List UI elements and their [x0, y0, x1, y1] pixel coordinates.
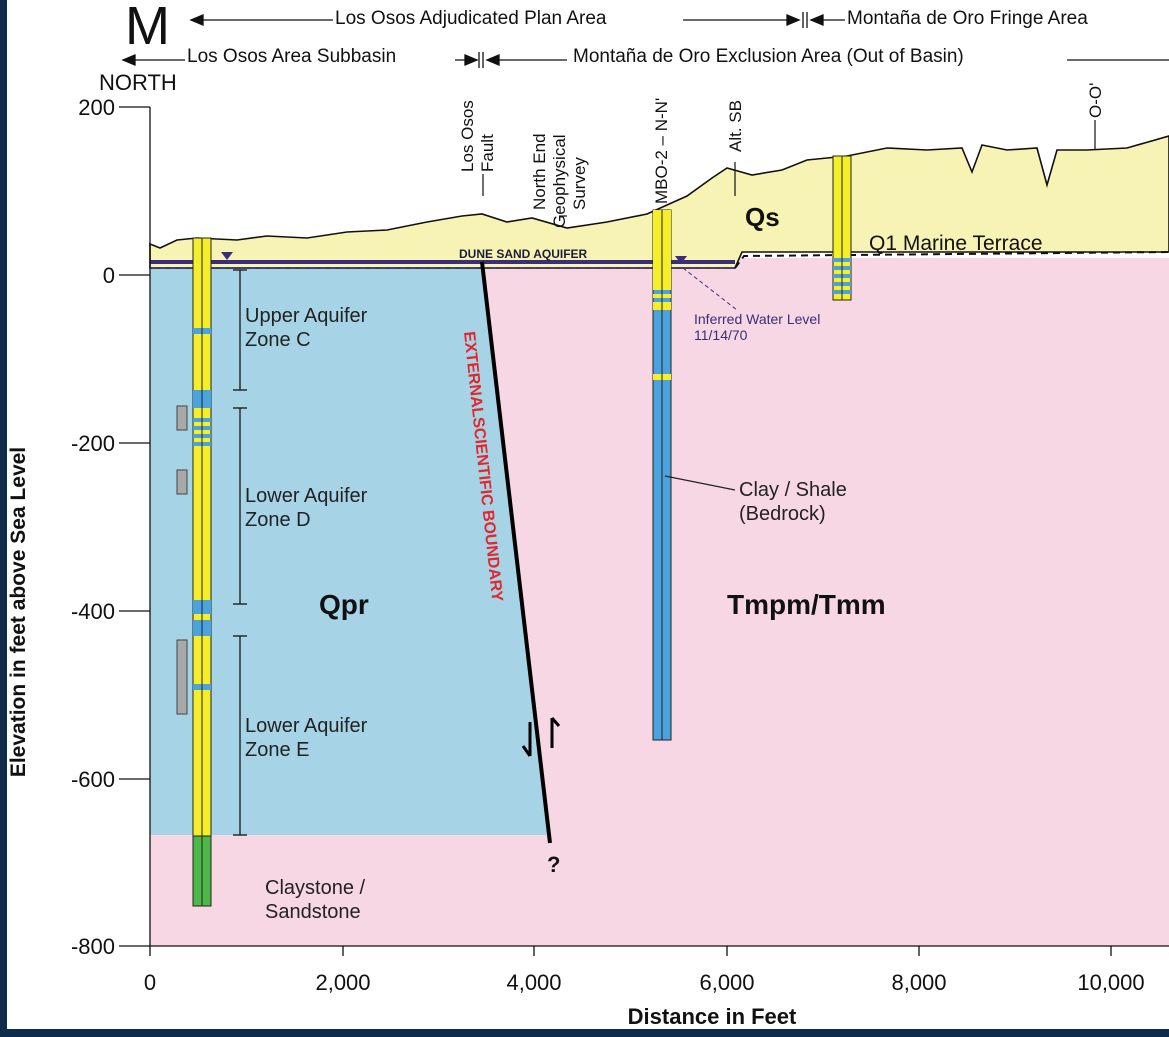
section-letter: M: [125, 0, 170, 56]
axis-lines: [119, 106, 1169, 956]
tmpm-label: Tmpm/Tmm: [727, 589, 886, 620]
dune-sand-label: DUNE SAND AQUIFER: [459, 247, 588, 261]
zone-c-label: Upper Aquifer: [245, 305, 368, 327]
los-osos-fault-line: [480, 261, 552, 844]
qs-label: Qs: [745, 202, 780, 232]
x-tick-label: 4,000: [506, 970, 561, 995]
fault-arrow-up: [550, 717, 561, 748]
los-osos-fault-label: Fault: [478, 134, 497, 172]
clay-shale-leader: [664, 475, 736, 491]
q1-terrace-label: Q1 Marine Terrace: [869, 232, 1043, 255]
zone-brackets: [233, 269, 247, 836]
screen-interval: [176, 469, 188, 495]
y-tick-label: 200: [78, 95, 115, 120]
header-label-bg: [845, 6, 1169, 28]
y-tick-label: -800: [71, 934, 115, 959]
fringe-area-label: Montaña de Oro Fringe Area: [847, 8, 1088, 29]
north-label: NORTH: [99, 70, 177, 95]
water-level-date: 11/14/70: [694, 327, 748, 343]
y-tick-label: -600: [71, 767, 115, 792]
y-tick-label: -400: [71, 599, 115, 624]
geophysical-survey-label: Survey: [570, 157, 589, 210]
unknown-extent-mark: ?: [547, 852, 560, 877]
header-label-bg: [333, 6, 683, 28]
cross-section-diagram: M Los Osos Adjudicated Plan Area Montaña…: [7, 0, 1169, 1029]
x-tick-label: 10,000: [1077, 970, 1144, 995]
x-tick-label: 8,000: [891, 970, 946, 995]
q1-terrace-base: [734, 251, 1169, 269]
water-level-leader: [682, 267, 738, 311]
exclusion-area-label: Montaña de Oro Exclusion Area (Out of Ba…: [573, 46, 964, 67]
x-tick-label: 6,000: [699, 970, 754, 995]
screen-interval: [176, 405, 188, 431]
y-axis-title: Elevation in feet above Sea Level: [7, 447, 30, 777]
screen-interval: [176, 639, 188, 715]
well-3: [832, 155, 852, 301]
zone-e-label: Zone E: [245, 739, 309, 761]
zone-e-label: Lower Aquifer: [245, 715, 368, 737]
qpr-unit: [150, 268, 549, 835]
claystone-label: Claystone /: [265, 877, 365, 899]
well-2: [652, 209, 672, 741]
water-level-label: Inferred Water Level: [694, 311, 820, 327]
clay-shale-label: Clay / Shale: [739, 479, 847, 501]
x-axis-title: Distance in Feet: [628, 1004, 797, 1029]
adjudicated-area-label: Los Osos Adjudicated Plan Area: [335, 8, 607, 29]
oo-label: O-O': [1086, 83, 1105, 118]
mbo-well-label: MBO-2 – N-N': [652, 98, 671, 204]
header-label-bg: [567, 44, 1067, 66]
zone-d-label: Zone D: [245, 509, 311, 531]
y-tick-label: 0: [103, 263, 115, 288]
zone-c-label: Zone C: [245, 329, 311, 351]
header-label-bg: [185, 44, 455, 66]
geophysical-survey-label: Geophysical: [550, 134, 569, 228]
well-1: [192, 237, 212, 907]
fault-arrow-down: [521, 722, 532, 757]
x-tick-label: 0: [144, 970, 156, 995]
subbasin-label: Los Osos Area Subbasin: [187, 46, 396, 67]
alt-sb-label: Alt. SB: [726, 100, 745, 152]
water-level-marker: [221, 252, 233, 260]
qs-unit: [149, 135, 1169, 269]
y-tick-label: -200: [71, 431, 115, 456]
claystone-label: Sandstone: [265, 901, 361, 923]
qpr-label: Qpr: [319, 589, 369, 620]
clay-shale-label: (Bedrock): [739, 503, 826, 525]
los-osos-fault-label: Los Osos: [458, 100, 477, 172]
zone-d-label: Lower Aquifer: [245, 485, 368, 507]
x-tick-label: 2,000: [315, 970, 370, 995]
water-level-marker: [675, 256, 687, 264]
geophysical-survey-label: North End: [530, 133, 549, 210]
